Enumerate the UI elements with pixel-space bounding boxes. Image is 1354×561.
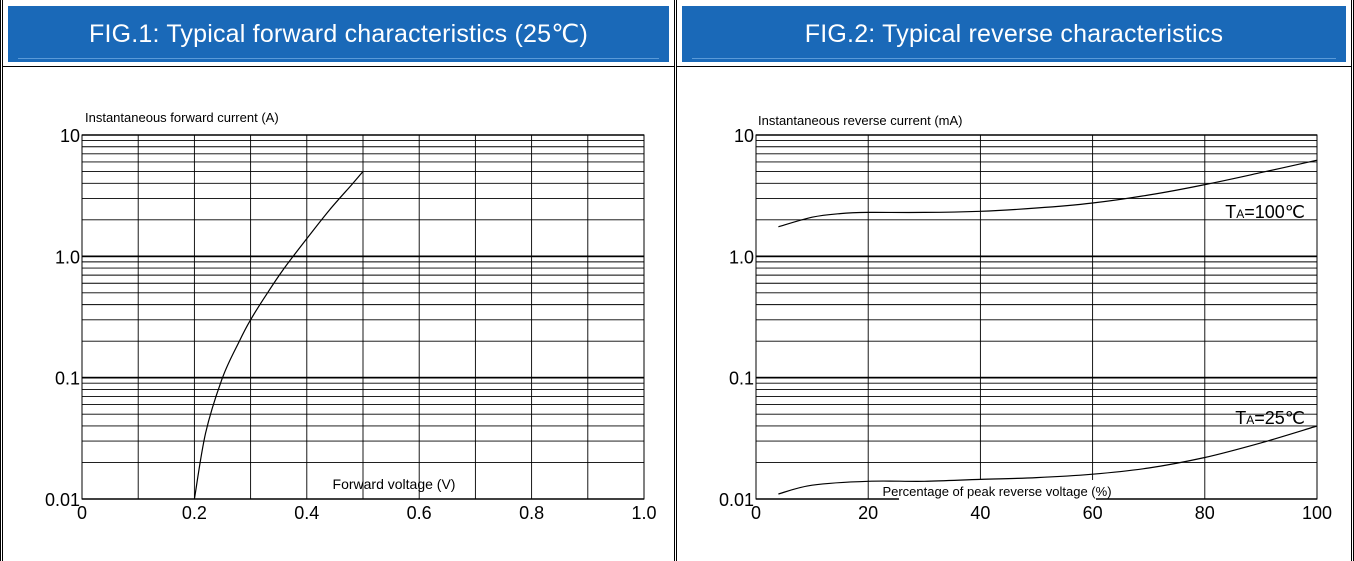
- y-axis-label-2: Instantaneous reverse current (mA): [758, 113, 962, 128]
- x-tick-label: 0.2: [182, 503, 207, 523]
- chart-title-2: FIG.2: Typical reverse characteristics: [804, 19, 1224, 48]
- x-tick-label: 0.4: [294, 503, 319, 523]
- series-1: [193, 171, 364, 500]
- x-tick-label: 20: [858, 503, 878, 523]
- y-tick-label: 10: [60, 126, 80, 146]
- series-2: TA=100℃ TA=25℃: [778, 159, 1318, 495]
- series-label: TA=100℃: [1225, 202, 1305, 222]
- y-tick-label: 1.0: [729, 247, 754, 267]
- panel-divider-2: [677, 66, 1351, 67]
- chart-panel-2: FIG.2: Typical reverse characteristics I…: [677, 0, 1354, 561]
- x-tick-label: 0.6: [407, 503, 432, 523]
- chart-reverse-characteristics: Instantaneous reverse current (mA) Perce…: [719, 113, 1332, 523]
- x-axis-label-box-2: [899, 480, 1096, 500]
- chart-title-1: FIG.1: Typical forward characteristics (…: [88, 20, 589, 48]
- x-axis-label-2: Percentage of peak reverse voltage (%): [882, 484, 1111, 499]
- x-tick-label: 80: [1195, 503, 1215, 523]
- y-axis-label-1: Instantaneous forward current (A): [85, 110, 279, 125]
- series-line: [193, 171, 364, 500]
- chart-header-1: FIG.1: Typical forward characteristics (…: [8, 6, 669, 62]
- y-tick-label: 0.01: [719, 490, 754, 510]
- x-tick-label: 60: [1083, 503, 1103, 523]
- grid-2: [755, 134, 1318, 500]
- x-tick-label: 0.8: [519, 503, 544, 523]
- y-tick-label: 1.0: [55, 247, 80, 267]
- series-line-ta100: [778, 159, 1318, 228]
- grid-1: [81, 134, 645, 500]
- x-tick-label: 0: [751, 503, 761, 523]
- panel-divider-1: [3, 66, 674, 67]
- x-tick-label: 40: [970, 503, 990, 523]
- x-axis-label-1: Forward voltage (V): [333, 476, 456, 492]
- y-tick-label: 10: [734, 126, 754, 146]
- x-tick-label: 100: [1302, 503, 1332, 523]
- series-line-ta25: [778, 425, 1318, 495]
- y-tick-label: 0.1: [729, 369, 754, 389]
- x-tick-label: 0: [77, 503, 87, 523]
- ticks-1: 0 0.2 0.4 0.6 0.8 1.0 0.01 0.1 1.0 10: [45, 126, 657, 523]
- x-axis-label-box-1: [313, 470, 476, 496]
- y-tick-label: 0.1: [55, 369, 80, 389]
- plot-frame: [755, 134, 1318, 500]
- chart-header-2: FIG.2: Typical reverse characteristics: [682, 6, 1346, 62]
- chart-panel-1: FIG.1: Typical forward characteristics (…: [0, 0, 677, 561]
- plot-frame: [81, 134, 645, 500]
- x-tick-label: 1.0: [631, 503, 656, 523]
- y-tick-label: 0.01: [45, 490, 80, 510]
- series-label: TA=25℃: [1235, 408, 1305, 428]
- chart-forward-characteristics: Instantaneous forward current (A) Forwar…: [45, 110, 657, 523]
- ticks-2: 0 20 40 60 80 100 0.01 0.1 1.0 10: [719, 126, 1332, 523]
